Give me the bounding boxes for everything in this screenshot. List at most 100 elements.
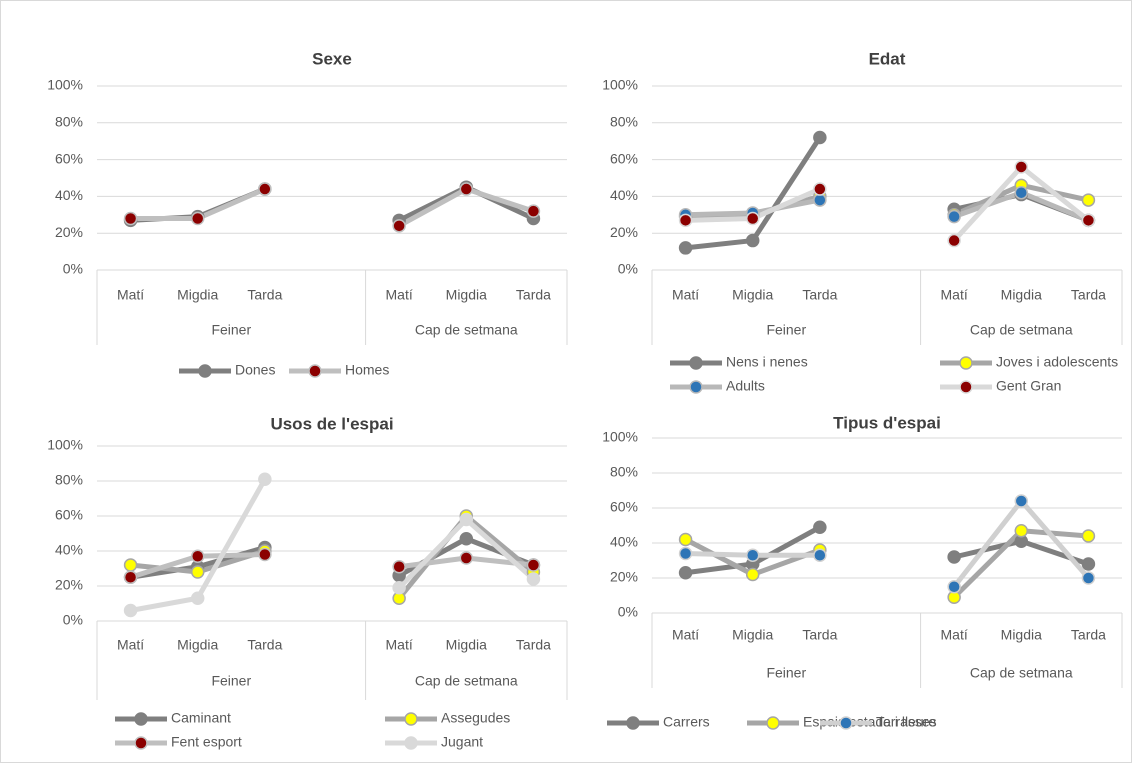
y-tick-label: 100% (47, 77, 83, 93)
data-point (459, 182, 474, 196)
y-tick-label: 20% (55, 224, 83, 240)
y-tick-label: 80% (55, 472, 83, 488)
data-point (123, 558, 138, 572)
x-tick-label: Matí (672, 627, 699, 643)
legend-label: Adults (726, 378, 765, 394)
y-tick-label: 0% (618, 604, 638, 620)
data-point (258, 547, 272, 562)
legend-label: Caminant (171, 710, 231, 726)
y-tick-label: 0% (63, 261, 83, 277)
legend-marker (134, 736, 148, 750)
y-tick-label: 100% (602, 77, 638, 93)
y-tick-label: 40% (55, 187, 83, 203)
y-tick-label: 100% (602, 429, 638, 445)
group-label: Cap de setmana (970, 665, 1073, 681)
x-tick-label: Tarda (516, 287, 551, 303)
data-point (123, 211, 138, 226)
data-point (392, 560, 406, 574)
data-point (123, 603, 138, 618)
legend-marker (689, 380, 703, 394)
x-tick-label: Migdia (446, 287, 487, 303)
y-tick-label: 60% (610, 499, 638, 515)
y-tick-label: 0% (618, 261, 638, 277)
data-point (1014, 494, 1029, 508)
data-point (190, 565, 205, 579)
group-label: Feiner (766, 665, 806, 681)
x-tick-label: Migdia (732, 627, 773, 643)
x-tick-label: Matí (386, 287, 413, 303)
group-label: Cap de setmana (415, 673, 518, 689)
data-point (392, 581, 406, 595)
group-label: Cap de setmana (970, 322, 1073, 338)
data-point (745, 567, 760, 582)
y-tick-label: 100% (47, 437, 83, 453)
legend-marker (626, 716, 640, 730)
chart-title: Edat (869, 49, 906, 68)
data-point (947, 580, 961, 594)
group-label: Cap de setmana (415, 322, 518, 338)
data-point (1081, 571, 1096, 585)
legend-label: Terrasses (876, 714, 937, 730)
y-tick-label: 40% (610, 187, 638, 203)
data-point (1081, 193, 1096, 207)
x-tick-label: Tarda (516, 637, 551, 653)
legend-label: Jugant (441, 734, 483, 750)
group-label: Feiner (766, 322, 806, 338)
data-point (190, 211, 205, 226)
data-point (813, 193, 827, 207)
legend-marker (689, 356, 703, 370)
x-tick-label: Migdia (1001, 287, 1042, 303)
y-tick-label: 40% (610, 534, 638, 550)
data-point (258, 472, 272, 486)
data-point (1014, 524, 1029, 538)
y-tick-label: 60% (55, 507, 83, 523)
y-tick-label: 60% (610, 150, 638, 166)
data-point (947, 550, 961, 564)
data-point (392, 219, 406, 233)
legend-marker (134, 712, 148, 726)
data-point (1081, 557, 1096, 571)
data-point (123, 570, 138, 584)
x-tick-label: Migdia (177, 637, 218, 653)
data-point (813, 548, 827, 562)
y-tick-label: 60% (55, 150, 83, 166)
data-point (678, 241, 693, 255)
data-point (745, 548, 760, 562)
data-point (258, 182, 272, 196)
y-tick-label: 40% (55, 542, 83, 558)
legend-label: Assegudes (441, 710, 510, 726)
legend-marker (308, 364, 322, 378)
legend-marker (198, 364, 212, 378)
data-point (947, 233, 961, 248)
x-tick-label: Matí (941, 287, 968, 303)
data-point (1014, 160, 1029, 174)
x-tick-label: Tarda (1071, 627, 1106, 643)
y-tick-label: 80% (610, 464, 638, 480)
data-point (190, 549, 205, 563)
x-tick-label: Migdia (1001, 627, 1042, 643)
legend-label: Fent esport (171, 734, 242, 750)
y-tick-label: 20% (55, 577, 83, 593)
x-tick-label: Matí (117, 287, 144, 303)
legend-label: Homes (345, 362, 389, 378)
data-point (813, 130, 827, 145)
y-tick-label: 80% (610, 114, 638, 130)
legend-label: Carrers (663, 714, 710, 730)
x-tick-label: Migdia (177, 287, 218, 303)
data-point (526, 558, 541, 572)
x-tick-label: Migdia (732, 287, 773, 303)
data-point (947, 209, 961, 224)
data-point (1081, 213, 1096, 228)
y-tick-label: 20% (610, 224, 638, 240)
data-point (459, 532, 474, 546)
x-tick-label: Tarda (802, 627, 837, 643)
legend-marker (766, 716, 780, 730)
x-tick-label: Tarda (1071, 287, 1106, 303)
data-point (745, 211, 760, 226)
legend-label: Gent Gran (996, 378, 1061, 394)
data-point (1014, 185, 1029, 200)
x-tick-label: Tarda (802, 287, 837, 303)
data-point (678, 532, 693, 547)
